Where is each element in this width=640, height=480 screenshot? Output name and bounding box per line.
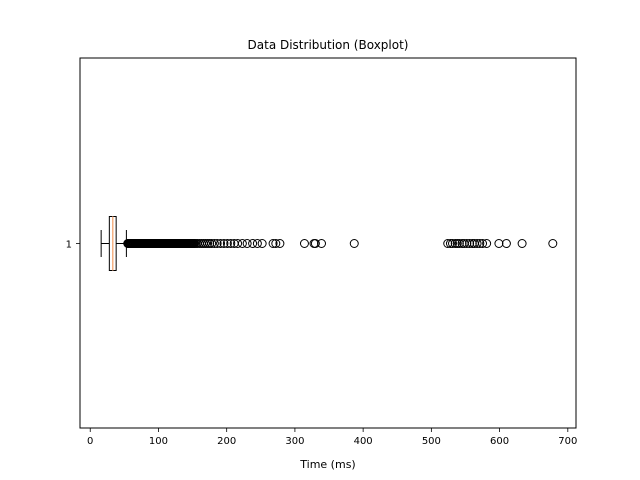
outlier-point bbox=[248, 239, 258, 248]
outlier-point bbox=[242, 239, 252, 248]
x-tick-label: 100 bbox=[149, 436, 168, 447]
x-tick-label: 0 bbox=[87, 436, 93, 447]
outlier-point bbox=[209, 239, 219, 248]
x-tick-label: 600 bbox=[490, 436, 509, 447]
outlier-point bbox=[501, 239, 511, 248]
x-tick-label: 300 bbox=[285, 436, 304, 447]
outlier-point bbox=[548, 239, 558, 248]
plot-area bbox=[79, 57, 577, 429]
outlier-point bbox=[448, 239, 458, 248]
outlier-point bbox=[252, 239, 262, 248]
outlier-point bbox=[233, 239, 243, 248]
y-axis: 1 bbox=[66, 240, 80, 251]
outlier-point bbox=[275, 239, 285, 248]
outlier-point bbox=[517, 239, 527, 248]
x-tick-label: 400 bbox=[354, 436, 373, 447]
outlier-point bbox=[212, 239, 222, 248]
outlier-point bbox=[317, 239, 327, 248]
outlier-point bbox=[219, 239, 229, 248]
x-tick-label: 700 bbox=[558, 436, 577, 447]
outlier-point bbox=[268, 239, 278, 248]
outlier-point bbox=[216, 239, 226, 248]
x-axis-label: Time (ms) bbox=[299, 458, 355, 471]
outlier-point bbox=[271, 239, 281, 248]
outlier-point bbox=[310, 239, 320, 248]
outlier-point bbox=[472, 239, 482, 248]
outlier-point bbox=[349, 239, 359, 248]
outlier-point bbox=[478, 239, 488, 248]
outlier-point bbox=[475, 239, 485, 248]
outlier-point bbox=[299, 239, 309, 248]
boxplot-marks bbox=[100, 216, 558, 271]
outlier-point bbox=[482, 239, 492, 248]
outlier-point bbox=[237, 239, 247, 248]
outlier-point bbox=[494, 239, 504, 248]
outlier-point bbox=[257, 239, 267, 248]
x-axis: 0 100 200 300 400 500 600 700 bbox=[87, 428, 577, 447]
y-tick-label: 1 bbox=[66, 240, 72, 251]
outlier-point bbox=[222, 239, 232, 248]
outlier-point bbox=[226, 239, 236, 248]
chart-title: Data Distribution (Boxplot) bbox=[248, 38, 409, 52]
outlier-point bbox=[207, 239, 217, 248]
x-tick-label: 200 bbox=[217, 436, 236, 447]
x-tick-label: 500 bbox=[422, 436, 441, 447]
